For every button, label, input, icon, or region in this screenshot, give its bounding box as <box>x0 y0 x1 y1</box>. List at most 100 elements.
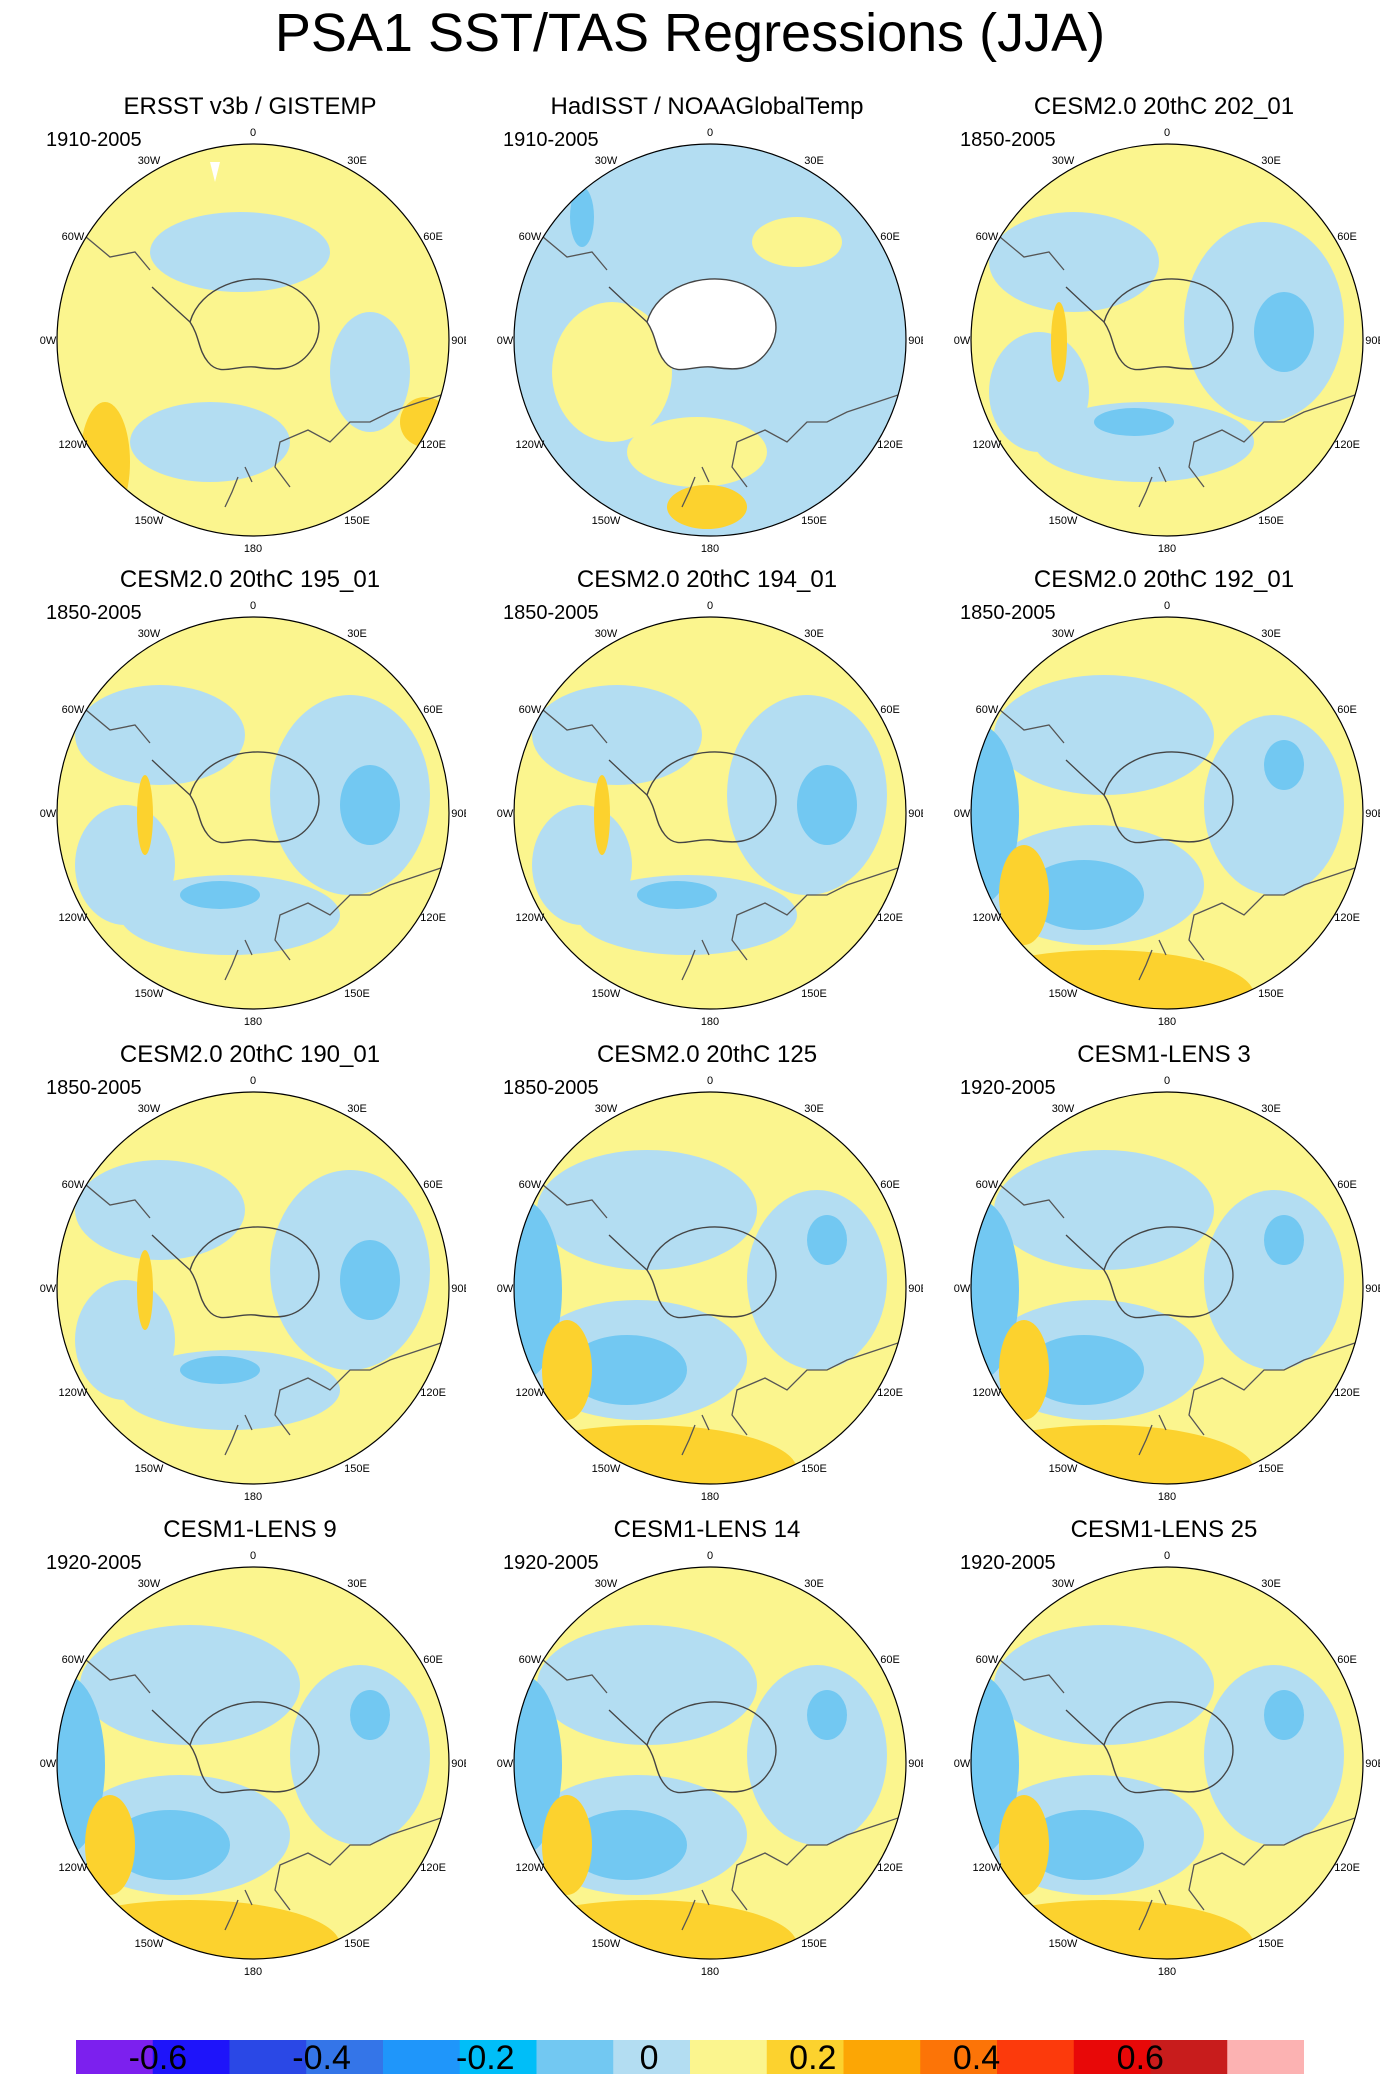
colorbar-swatch <box>690 2040 768 2074</box>
longitude-label: 60E <box>880 1654 900 1666</box>
longitude-label: 150W <box>135 1938 164 1950</box>
colorbar <box>76 2040 1304 2074</box>
longitude-label: 150E <box>801 1938 827 1950</box>
colorbar-swatch <box>383 2040 461 2074</box>
panel-period: 1920-2005 <box>46 1552 142 1574</box>
map-panel: CESM2.0 20thC 194_01 1850-2005 0 30E 60E 90E 1… <box>497 565 923 1035</box>
polar-stereographic-map: 0 30E 60E 90E 120E 150E 180 150W 120W 90W 60W 30W <box>954 127 1380 555</box>
longitude-label: 150E <box>801 1463 827 1475</box>
longitude-label: 150W <box>135 1463 164 1475</box>
longitude-label: 60W <box>62 704 85 716</box>
longitude-label: 30W <box>1052 628 1075 640</box>
longitude-label: 150E <box>344 515 370 527</box>
longitude-label: 60E <box>1337 1654 1357 1666</box>
colorbar-tick-label: 0.4 <box>952 2039 1001 2077</box>
colorbar-tick-label: 0.6 <box>1116 2039 1164 2077</box>
longitude-label: 0 <box>1164 1550 1170 1562</box>
longitude-label: 120E <box>420 1387 446 1399</box>
longitude-label: 90W <box>40 1758 57 1770</box>
polar-stereographic-map: 0 30E 60E 90E 120E 150E 180 150W 120W 90W 60W 30W <box>497 127 923 555</box>
panel-period: 1920-2005 <box>960 1077 1056 1099</box>
longitude-label: 60E <box>880 1179 900 1191</box>
colorbar-swatch <box>229 2040 307 2074</box>
longitude-label: 120E <box>877 912 903 924</box>
longitude-label: 30W <box>138 1103 161 1115</box>
panel-period: 1920-2005 <box>503 1552 599 1574</box>
polar-stereographic-map: 0 30E 60E 90E 120E 150E 180 150W 120W 90W 60W 30W <box>40 600 466 1028</box>
map-panel: CESM2.0 20thC 125 1850-2005 0 30E 60E 90E 120E… <box>497 1040 923 1510</box>
longitude-label: 0 <box>1164 600 1170 612</box>
longitude-label: 120E <box>1334 1387 1360 1399</box>
panel-period: 1850-2005 <box>503 602 599 624</box>
longitude-label: 150E <box>1258 515 1284 527</box>
panel-period: 1920-2005 <box>960 1552 1056 1574</box>
polar-stereographic-map: 0 30E 60E 90E 120E 150E 180 150W 120W 90W 60W 30W <box>497 1550 923 1978</box>
colorbar-tick-label: 0 <box>639 2039 659 2077</box>
colorbar-swatch <box>1150 2040 1228 2074</box>
longitude-label: 30W <box>138 628 161 640</box>
longitude-label: 120W <box>973 1387 1002 1399</box>
longitude-label: 120E <box>877 1387 903 1399</box>
longitude-label: 60W <box>976 231 999 243</box>
longitude-label: 90E <box>908 1758 923 1770</box>
longitude-label: 90E <box>908 1283 923 1295</box>
longitude-label: 120W <box>59 439 88 451</box>
longitude-label: 60W <box>519 1654 542 1666</box>
map-panel: CESM1-LENS 9 1920-2005 0 30E 60E 90E 120E 150E 1… <box>40 1515 466 1985</box>
longitude-label: 30E <box>347 628 367 640</box>
longitude-label: 0 <box>707 1075 713 1087</box>
map-panel: CESM2.0 20thC 192_01 1850-2005 0 30E 60E 90E 1… <box>954 565 1380 1035</box>
longitude-label: 30E <box>804 1578 824 1590</box>
colorbar-tick-label: -0.6 <box>128 2039 188 2077</box>
map-panel: CESM1-LENS 3 1920-2005 0 30E 60E 90E 120E 150E 1… <box>954 1040 1380 1510</box>
longitude-label: 0 <box>707 1550 713 1562</box>
colorbar-swatch <box>997 2040 1075 2074</box>
longitude-label: 150W <box>592 1463 621 1475</box>
longitude-label: 150W <box>592 988 621 1000</box>
colorbar-swatch <box>306 2040 384 2074</box>
longitude-label: 90E <box>451 808 466 820</box>
longitude-label: 90W <box>497 1758 514 1770</box>
polar-stereographic-map: 0 30E 60E 90E 120E 150E 180 150W 120W 90W 60W 30W <box>497 600 923 1028</box>
panel-title: CESM1-LENS 25 <box>1070 1516 1258 1543</box>
longitude-label: 150W <box>592 1938 621 1950</box>
panel-title: CESM2.0 20thC 125 <box>596 1041 818 1068</box>
longitude-label: 60E <box>1337 704 1357 716</box>
longitude-label: 90W <box>497 335 514 347</box>
longitude-label: 30W <box>595 1103 618 1115</box>
longitude-label: 60E <box>423 231 443 243</box>
longitude-label: 120W <box>516 1387 545 1399</box>
anomaly-field <box>57 144 449 536</box>
panel-period: 1910-2005 <box>503 129 599 151</box>
longitude-label: 150E <box>1258 1938 1284 1950</box>
longitude-label: 120W <box>973 1862 1002 1874</box>
longitude-label: 150E <box>1258 1463 1284 1475</box>
longitude-label: 0 <box>250 127 256 139</box>
longitude-label: 90E <box>908 808 923 820</box>
longitude-label: 30E <box>347 155 367 167</box>
panel-title: CESM2.0 20thC 192_01 <box>1033 566 1295 593</box>
longitude-label: 60W <box>62 1179 85 1191</box>
longitude-label: 180 <box>701 1016 719 1028</box>
longitude-label: 90W <box>40 1283 57 1295</box>
panel-title: CESM2.0 20thC 195_01 <box>119 566 381 593</box>
longitude-label: 90E <box>1365 808 1380 820</box>
longitude-label: 180 <box>1158 1016 1176 1028</box>
colorbar-swatch <box>76 2040 154 2074</box>
anomaly-field <box>971 1092 1363 1484</box>
longitude-label: 180 <box>701 1966 719 1978</box>
polar-stereographic-map: 0 30E 60E 90E 120E 150E 180 150W 120W 90W 60W 30W <box>954 1075 1380 1503</box>
longitude-label: 30W <box>1052 155 1075 167</box>
longitude-label: 60E <box>1337 1179 1357 1191</box>
longitude-label: 90W <box>497 808 514 820</box>
longitude-label: 30E <box>1261 155 1281 167</box>
longitude-label: 0 <box>250 600 256 612</box>
longitude-label: 120W <box>516 1862 545 1874</box>
longitude-label: 30E <box>804 1103 824 1115</box>
anomaly-field <box>514 617 906 1009</box>
longitude-label: 90E <box>1365 1283 1380 1295</box>
longitude-label: 180 <box>244 1016 262 1028</box>
anomaly-field <box>971 617 1363 1009</box>
panel-title: CESM2.0 20thC 194_01 <box>576 566 838 593</box>
longitude-label: 30E <box>1261 1578 1281 1590</box>
